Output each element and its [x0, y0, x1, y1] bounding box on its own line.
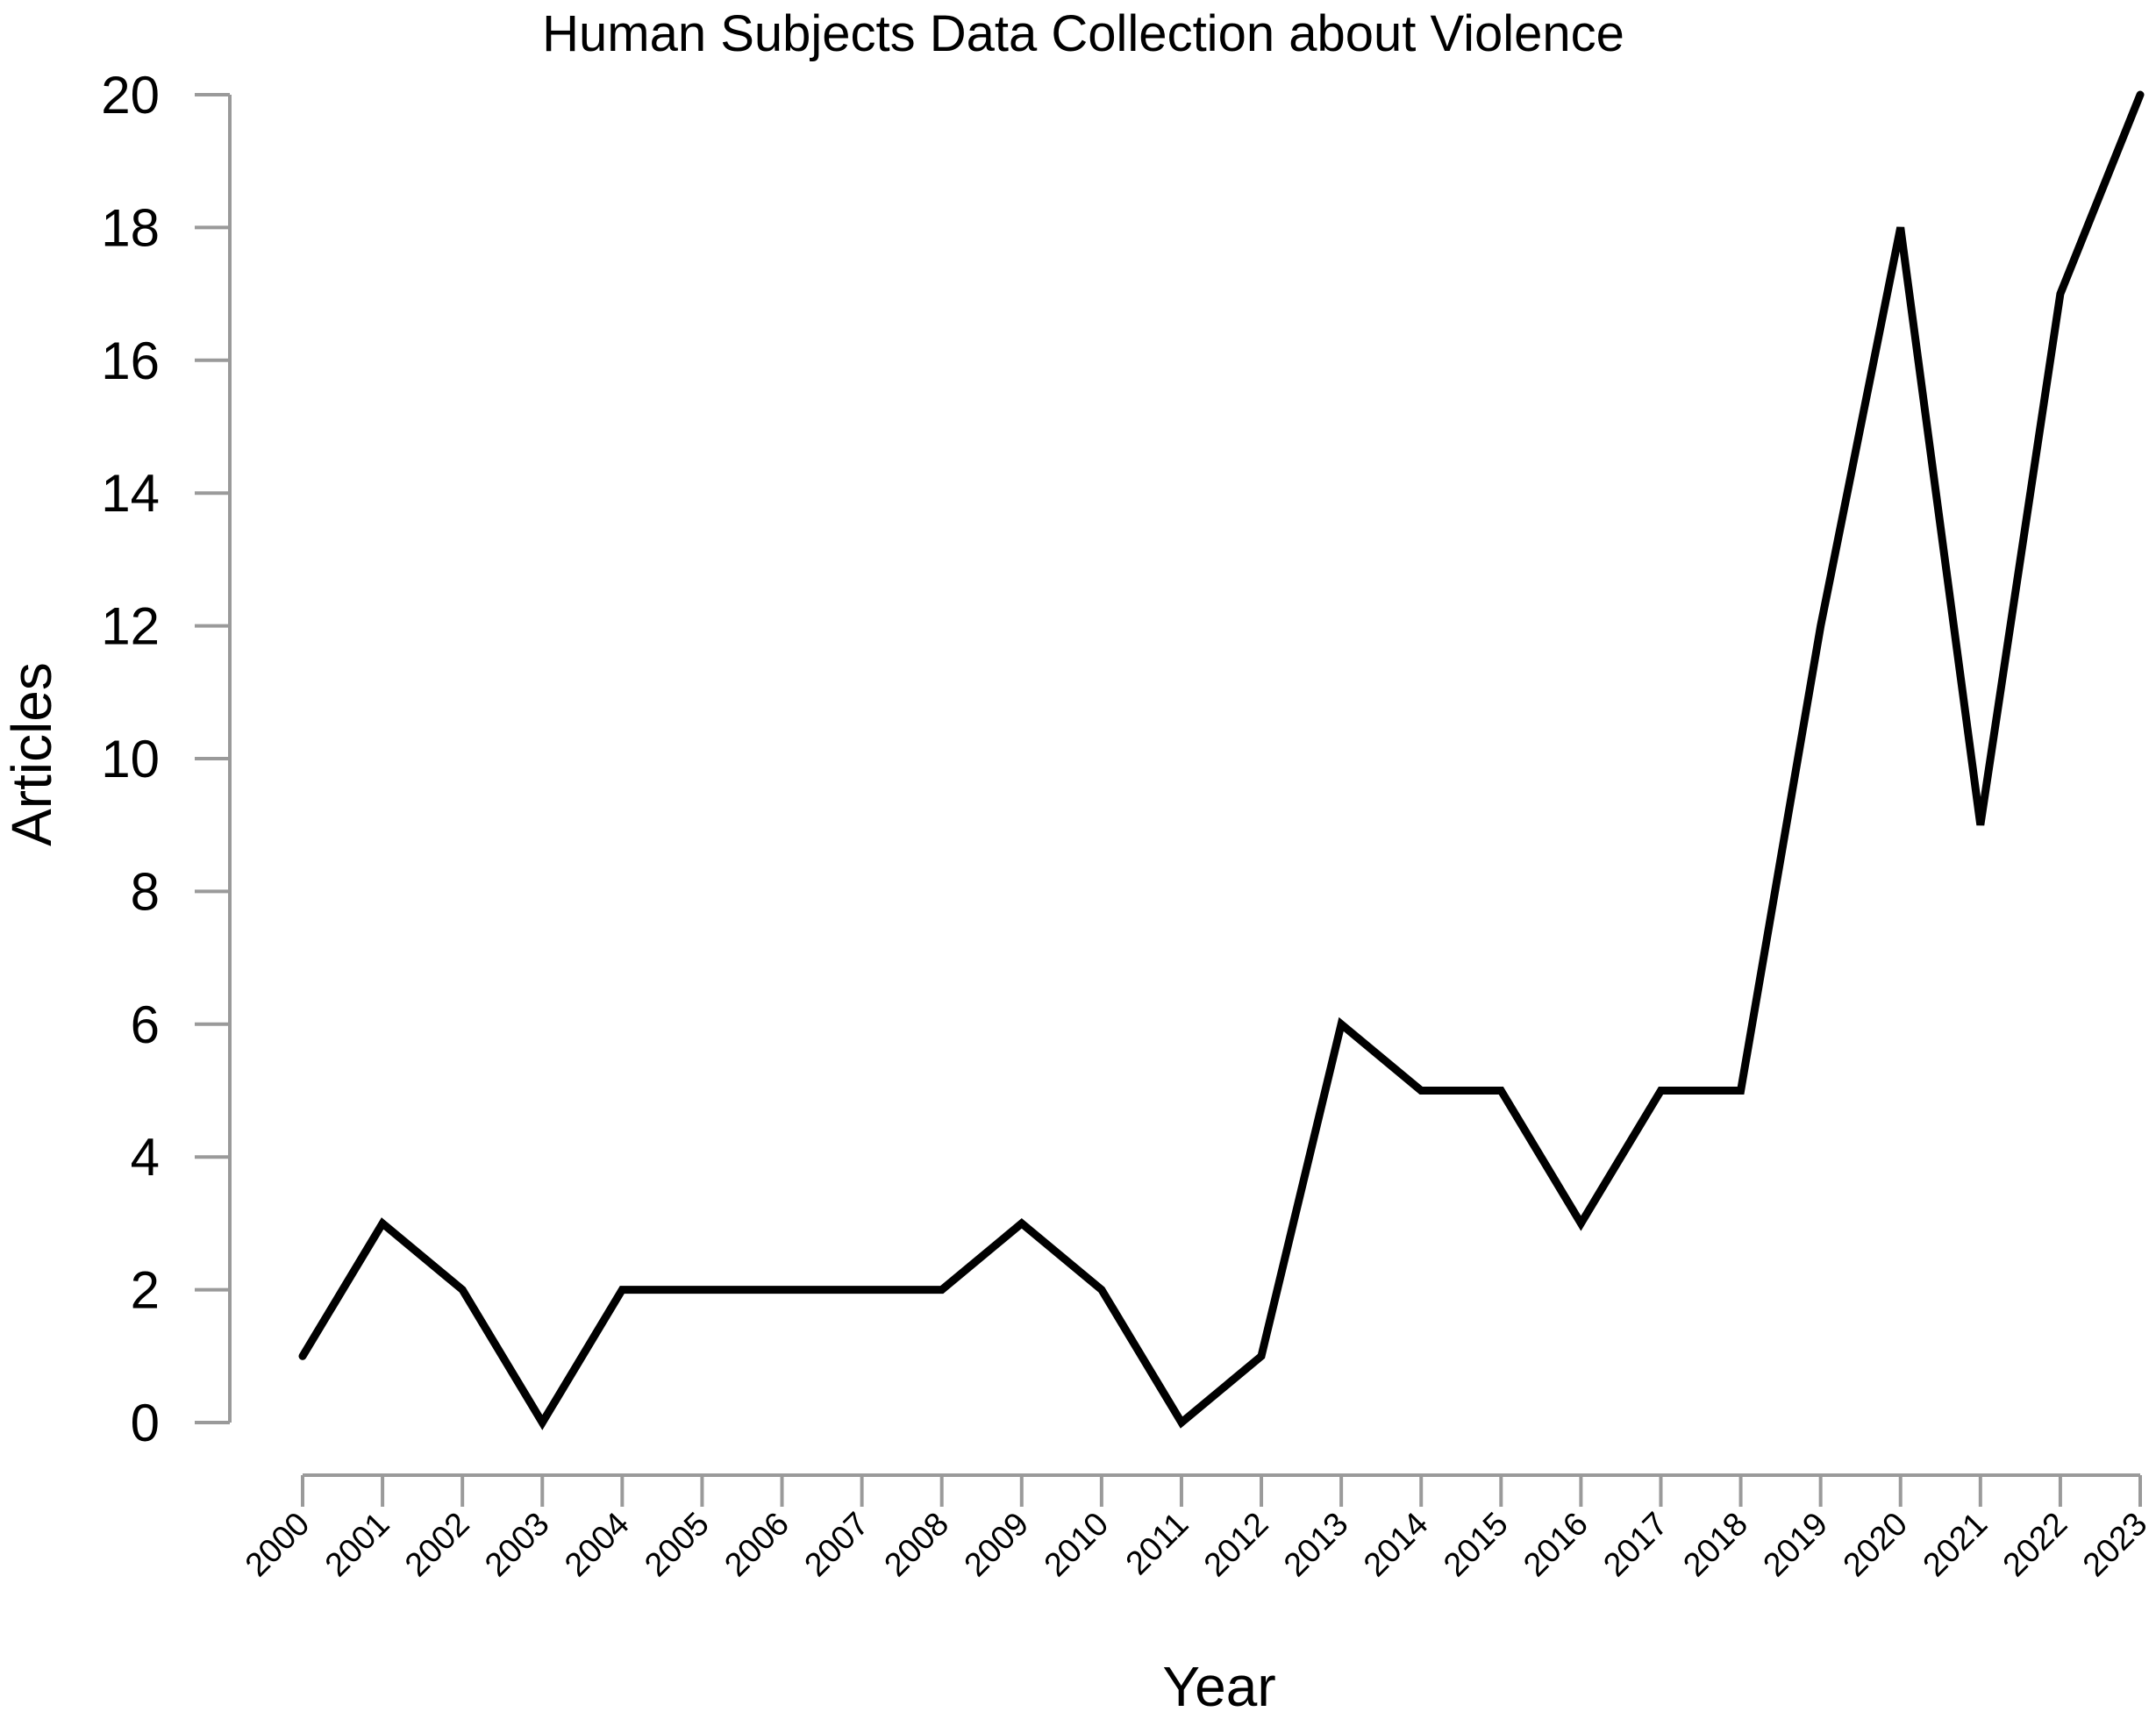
x-tick-label: 2018 — [1676, 1506, 1754, 1584]
x-tick-label: 2007 — [797, 1506, 875, 1584]
y-tick-label: 4 — [131, 1128, 160, 1187]
x-axis: 2000 2001 2002 2003 2004 2005 2006 2007 2008 2009… — [239, 1473, 2154, 1584]
x-tick-label: 2008 — [878, 1506, 956, 1584]
series-group — [298, 90, 2145, 1430]
y-tick-label: 12 — [101, 597, 160, 656]
x-axis-label: Year — [1162, 1655, 1275, 1718]
x-tick-label: 2005 — [638, 1506, 716, 1584]
y-axis-label: Articles — [0, 662, 63, 846]
y-tick-label: 10 — [101, 730, 160, 788]
x-tick-label: 2015 — [1437, 1506, 1515, 1584]
x-tick-label: 2010 — [1038, 1506, 1116, 1584]
x-tick-label: 2021 — [1917, 1506, 1995, 1584]
y-tick-label: 6 — [131, 995, 160, 1054]
x-tick-label: 2004 — [558, 1506, 636, 1584]
x-tick-label: 2019 — [1757, 1506, 1835, 1584]
chart-title: Human Subjects Data Collection about Vio… — [542, 5, 1624, 62]
x-tick-label: 2002 — [398, 1506, 476, 1584]
y-tick-label: 16 — [101, 332, 160, 390]
y-tick-label: 18 — [101, 198, 160, 257]
y-tick-label: 14 — [101, 464, 160, 523]
x-tick-label: 2012 — [1197, 1506, 1275, 1584]
x-tick-label: 2022 — [1996, 1506, 2074, 1584]
x-tick-label: 2006 — [717, 1506, 796, 1584]
y-tick-label: 8 — [131, 862, 160, 921]
x-tick-label: 2011 — [1119, 1506, 1196, 1582]
x-tick-label: 2003 — [478, 1506, 556, 1584]
series-line-0 — [298, 90, 2145, 1430]
x-tick-label: 2000 — [239, 1506, 317, 1584]
x-tick-label: 2009 — [958, 1506, 1036, 1584]
x-tick-label: 2017 — [1596, 1506, 1674, 1584]
y-axis: 0 2 4 6 8 10 12 14 16 18 20 — [101, 66, 232, 1452]
x-tick-label: 2020 — [1837, 1506, 1915, 1584]
y-tick-label: 20 — [101, 66, 160, 125]
x-tick-label: 2023 — [2076, 1506, 2154, 1584]
x-tick-label: 2016 — [1517, 1506, 1595, 1584]
x-tick-label: 2014 — [1357, 1506, 1435, 1584]
x-tick-label: 2013 — [1277, 1506, 1355, 1584]
y-tick-label: 2 — [131, 1261, 160, 1320]
y-tick-label: 0 — [131, 1394, 160, 1452]
x-tick-label: 2001 — [318, 1506, 396, 1584]
